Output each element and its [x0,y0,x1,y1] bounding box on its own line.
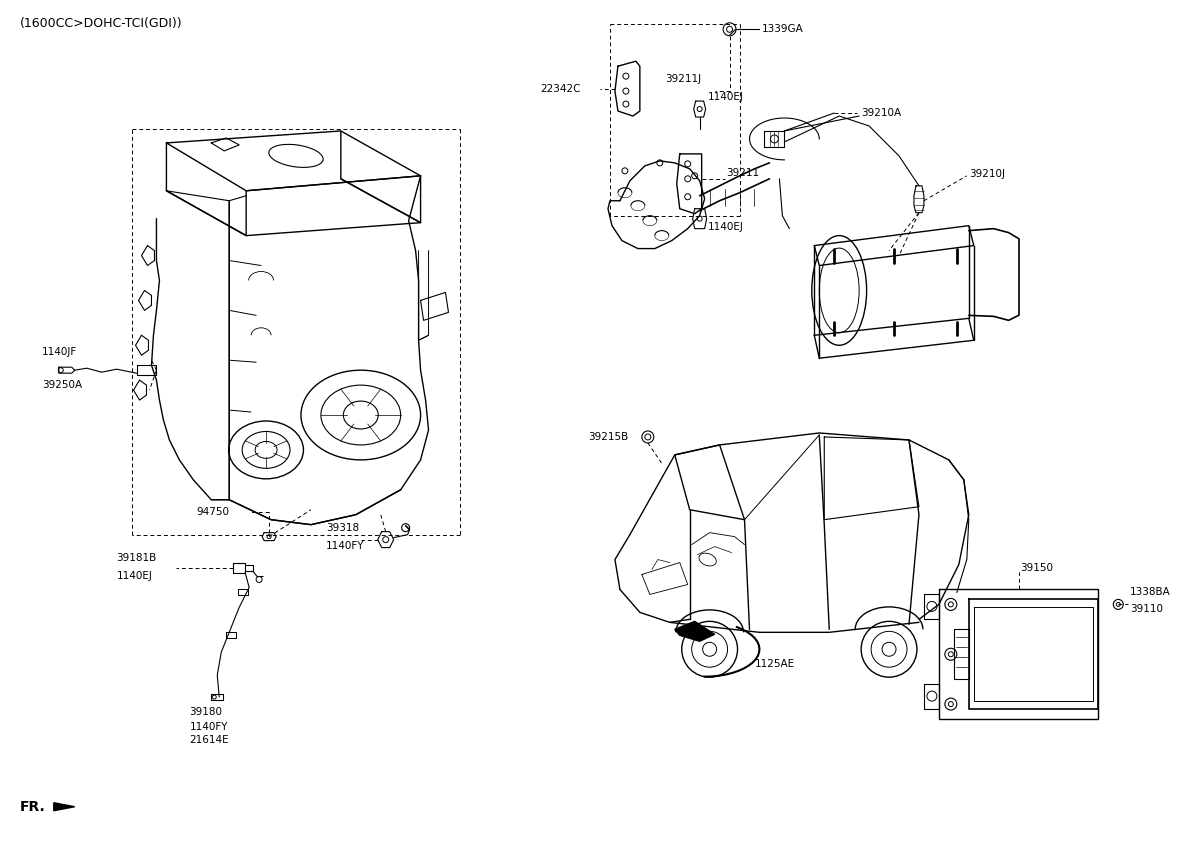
Text: 22342C: 22342C [540,84,581,94]
Text: 39250A: 39250A [42,380,81,390]
Text: 1140EJ: 1140EJ [116,571,152,581]
Text: 1338BA: 1338BA [1130,588,1171,598]
Text: 39180: 39180 [189,707,223,717]
Text: 94750: 94750 [196,507,230,516]
Text: 1140FY: 1140FY [326,541,364,550]
Text: 39181B: 39181B [116,553,157,562]
Text: 1125AE: 1125AE [754,659,795,669]
Text: 39150: 39150 [1021,562,1053,572]
Text: 1140EJ: 1140EJ [707,92,743,102]
Text: 39210J: 39210J [968,169,1004,179]
Text: 21614E: 21614E [189,735,229,745]
Text: 1140JF: 1140JF [42,347,77,357]
Text: 39215B: 39215B [588,432,628,442]
Polygon shape [675,622,715,641]
Text: 39210A: 39210A [861,108,901,118]
Text: 39211: 39211 [727,168,760,178]
Text: 1140EJ: 1140EJ [707,221,743,232]
Text: 39318: 39318 [326,522,359,533]
Text: 1339GA: 1339GA [761,25,803,34]
Polygon shape [54,803,74,811]
Text: (1600CC>DOHC-TCI(GDI)): (1600CC>DOHC-TCI(GDI)) [20,17,182,30]
Text: 39211J: 39211J [664,74,701,84]
Text: 39110: 39110 [1130,605,1163,615]
Text: FR.: FR. [20,800,45,814]
Text: 1140FY: 1140FY [189,722,227,732]
